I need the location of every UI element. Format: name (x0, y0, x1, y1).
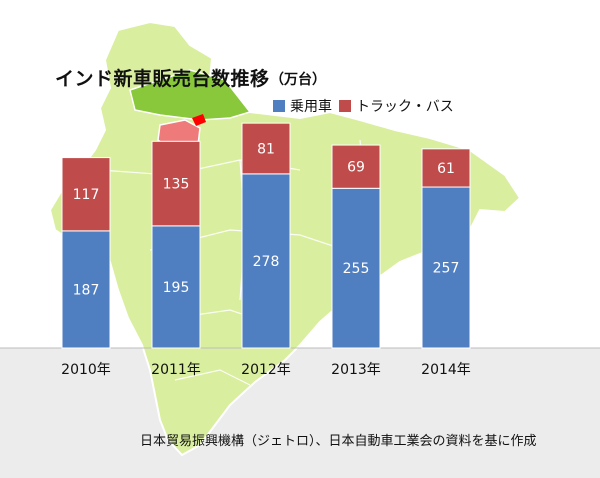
chart-title: インド新車販売台数推移 (55, 68, 270, 90)
bar-passenger-4 (421, 186, 471, 349)
bar-passenger-3 (331, 187, 381, 349)
baseline-band (0, 348, 600, 478)
bar-truck-bus-2 (241, 122, 291, 175)
bar-truck-bus-0 (61, 157, 111, 232)
legend-item-truck-bus: トラック・バス (339, 96, 454, 116)
legend-swatch-truck-bus (339, 100, 351, 112)
data-label-truck-bus-3: 69 (347, 160, 365, 176)
data-label-truck-bus-0: 117 (73, 187, 100, 203)
x-tick-labels: 2010年 2011年 2012年 2013年 2014年 (61, 362, 471, 378)
source-note: 日本貿易振興機構（ジェトロ）、日本自動車工業会の資料を基に作成 (140, 434, 537, 449)
data-label-passenger-1: 195 (163, 280, 190, 296)
legend: 乗用車 トラック・バス (273, 96, 454, 116)
data-label-passenger-2: 278 (253, 254, 280, 270)
bars-layer: 187 117 195 135 278 81 255 69 257 61 (61, 122, 471, 349)
data-label-truck-bus-4: 61 (437, 161, 455, 177)
data-label-truck-bus-1: 135 (163, 177, 190, 193)
data-label-passenger-4: 257 (433, 261, 460, 277)
data-label-passenger-3: 255 (343, 261, 370, 277)
legend-label-truck-bus: トラック・バス (356, 99, 454, 115)
northern-region-highlight (129, 69, 252, 121)
data-label-truck-bus-2: 81 (257, 142, 275, 158)
data-label-passenger-0: 187 (73, 282, 100, 298)
x-tick-label-3: 2013年 (331, 362, 381, 378)
bar-truck-bus-3 (331, 144, 381, 189)
delhi-marker (192, 114, 206, 126)
x-tick-label-0: 2010年 (61, 362, 111, 378)
bar-passenger-0 (61, 230, 111, 349)
bar-truck-bus-4 (421, 148, 471, 188)
bar-passenger-2 (241, 173, 291, 349)
chart-unit: （万台） (270, 72, 326, 88)
legend-swatch-passenger (273, 100, 285, 112)
legend-label-passenger: 乗用車 (290, 99, 332, 115)
bar-truck-bus-1 (151, 140, 201, 227)
legend-item-passenger: 乗用車 (273, 96, 332, 116)
x-tick-label-2: 2012年 (241, 362, 291, 378)
x-tick-label-4: 2014年 (421, 362, 471, 378)
bar-passenger-1 (151, 225, 201, 349)
x-tick-label-1: 2011年 (151, 362, 201, 378)
